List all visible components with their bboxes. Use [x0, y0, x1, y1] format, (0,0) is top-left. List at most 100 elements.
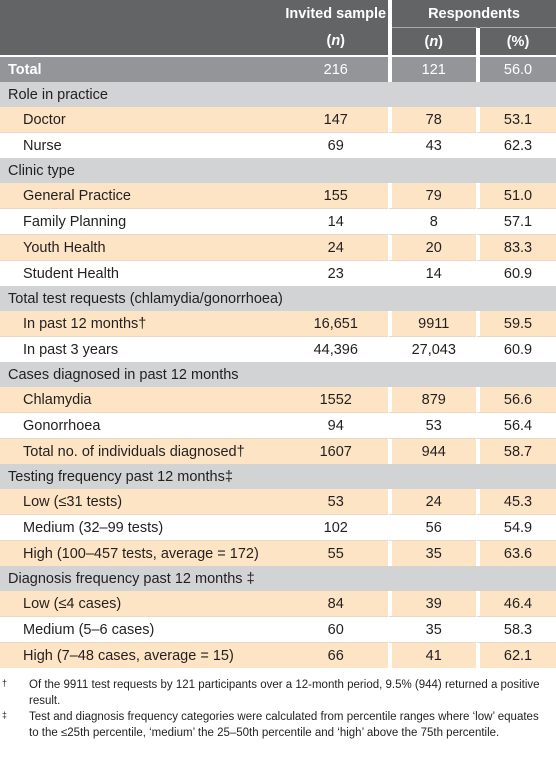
- invited-value: 94: [284, 412, 388, 439]
- section-title: Role in practice: [0, 82, 556, 107]
- invited-value: 69: [284, 132, 388, 158]
- section-title: Diagnosis frequency past 12 months ‡: [0, 566, 556, 591]
- invited-value: 24: [284, 234, 388, 261]
- header-empty-cell: [0, 0, 284, 28]
- invited-sample-header: Invited sample: [284, 0, 388, 28]
- section-header-row: Testing frequency past 12 months‡: [0, 464, 556, 489]
- respondents-pct-value: 58.3: [480, 616, 556, 643]
- respondents-n-value: 35: [392, 540, 476, 566]
- total-invited: 216: [284, 55, 388, 82]
- row-label: Chlamydia: [0, 387, 284, 413]
- respondents-pct-value: 57.1: [480, 208, 556, 235]
- respondents-pct-value: 63.6: [480, 540, 556, 566]
- invited-value: 53: [284, 489, 388, 515]
- footnote-dagger: † Of the 9911 test requests by 121 parti…: [0, 677, 556, 709]
- section-header-row: Role in practice: [0, 82, 556, 107]
- table-row: In past 3 years 44,396 27,043 60.9: [0, 336, 556, 362]
- table-row: General Practice 155 79 51.0: [0, 183, 556, 209]
- respondents-pct-value: 60.9: [480, 336, 556, 362]
- respondents-n-value: 78: [392, 107, 476, 133]
- respondents-n-value: 8: [392, 208, 476, 235]
- total-resp-pct: 56.0: [480, 55, 556, 82]
- invited-value: 16,651: [284, 311, 388, 337]
- respondents-pct-value: 83.3: [480, 234, 556, 261]
- respondents-pct-value: 62.1: [480, 642, 556, 668]
- respondents-pct-value: 62.3: [480, 132, 556, 158]
- row-label: High (7–48 cases, average = 15): [0, 642, 284, 668]
- section-header-row: Total test requests (chlamydia/gonorrhoe…: [0, 286, 556, 311]
- respondents-n-value: 43: [392, 132, 476, 158]
- invited-value: 102: [284, 514, 388, 541]
- footnote-text: Of the 9911 test requests by 121 partici…: [29, 679, 540, 707]
- respondents-pct-value: 60.9: [480, 260, 556, 286]
- respondents-pct-value: 59.5: [480, 311, 556, 337]
- row-label: Student Health: [0, 260, 284, 286]
- invited-value: 147: [284, 107, 388, 133]
- respondents-n-value: 56: [392, 514, 476, 541]
- respondents-n-value: 879: [392, 387, 476, 413]
- table-row: Doctor 147 78 53.1: [0, 107, 556, 133]
- table-row: Chlamydia 1552 879 56.6: [0, 387, 556, 413]
- row-label: Family Planning: [0, 208, 284, 235]
- invited-value: 66: [284, 642, 388, 668]
- respondents-header: Respondents: [392, 0, 556, 28]
- row-label: In past 12 months†: [0, 311, 284, 337]
- table-row: Low (≤4 cases) 84 39 46.4: [0, 591, 556, 617]
- respondents-n-value: 24: [392, 489, 476, 515]
- footnotes: † Of the 9911 test requests by 121 parti…: [0, 677, 556, 741]
- respondents-n-value: 20: [392, 234, 476, 261]
- table-row: Medium (32–99 tests) 102 56 54.9: [0, 514, 556, 541]
- table-row: Youth Health 24 20 83.3: [0, 234, 556, 261]
- table-row: Gonorrhoea 94 53 56.4: [0, 412, 556, 439]
- section-header-row: Diagnosis frequency past 12 months ‡: [0, 566, 556, 591]
- table-row: Medium (5–6 cases) 60 35 58.3: [0, 616, 556, 643]
- respondents-n-value: 9911: [392, 311, 476, 337]
- invited-value: 44,396: [284, 336, 388, 362]
- row-label: In past 3 years: [0, 336, 284, 362]
- respondents-n-value: 27,043: [392, 336, 476, 362]
- total-row: Total 216 121 56.0: [0, 55, 556, 82]
- table-row: High (100–457 tests, average = 172) 55 35 6…: [0, 540, 556, 566]
- section-header-row: Clinic type: [0, 158, 556, 183]
- footnote-mark: †: [2, 678, 8, 688]
- respondents-pct-value: 56.6: [480, 387, 556, 413]
- respondents-n-value: 14: [392, 260, 476, 286]
- respondents-n-value: 79: [392, 183, 476, 209]
- row-label: Low (≤31 tests): [0, 489, 284, 515]
- row-label: Low (≤4 cases): [0, 591, 284, 617]
- resp-pct-header: (%): [480, 27, 556, 56]
- table-row: Family Planning 14 8 57.1: [0, 208, 556, 235]
- resp-n-header: (n): [392, 27, 476, 56]
- row-label: Nurse: [0, 132, 284, 158]
- section-title: Cases diagnosed in past 12 months: [0, 362, 556, 387]
- invited-n-header: (n): [284, 27, 388, 56]
- respondents-pct-value: 53.1: [480, 107, 556, 133]
- footnote-text: Test and diagnosis frequency categories …: [29, 711, 539, 739]
- invited-value: 55: [284, 540, 388, 566]
- footnote-mark: ‡: [2, 710, 8, 720]
- table-row: Low (≤31 tests) 53 24 45.3: [0, 489, 556, 515]
- section-header-row: Cases diagnosed in past 12 months: [0, 362, 556, 387]
- respondents-n-value: 944: [392, 438, 476, 464]
- row-label: General Practice: [0, 183, 284, 209]
- table-row: High (7–48 cases, average = 15) 66 41 62.1: [0, 642, 556, 668]
- row-label: Youth Health: [0, 234, 284, 261]
- section-title: Total test requests (chlamydia/gonorrhoe…: [0, 286, 556, 311]
- footnote-double-dagger: ‡ Test and diagnosis frequency categorie…: [0, 709, 556, 741]
- table-row: Total no. of individuals diagnosed† 1607 9…: [0, 438, 556, 464]
- respondents-pct-value: 46.4: [480, 591, 556, 617]
- row-label: Medium (32–99 tests): [0, 514, 284, 541]
- respondents-n-value: 53: [392, 412, 476, 439]
- respondents-pct-value: 56.4: [480, 412, 556, 439]
- invited-value: 1607: [284, 438, 388, 464]
- invited-value: 84: [284, 591, 388, 617]
- respondents-pct-value: 54.9: [480, 514, 556, 541]
- table-row: Nurse 69 43 62.3: [0, 132, 556, 158]
- respondents-pct-value: 58.7: [480, 438, 556, 464]
- respondents-pct-value: 51.0: [480, 183, 556, 209]
- invited-value: 23: [284, 260, 388, 286]
- respondents-n-value: 39: [392, 591, 476, 617]
- respondents-table: Invited sample Respondents (n) (n) (%) T…: [0, 0, 556, 668]
- table-row: Student Health 23 14 60.9: [0, 260, 556, 286]
- invited-value: 14: [284, 208, 388, 235]
